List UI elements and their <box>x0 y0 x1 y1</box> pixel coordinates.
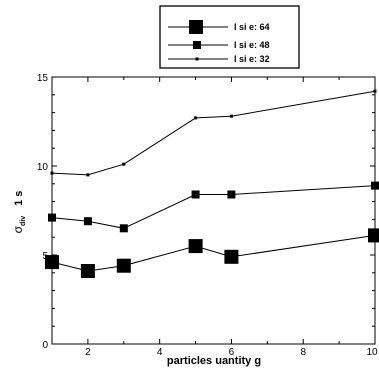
series-1-point-3 <box>191 190 200 199</box>
x-tick-label-1: 4 <box>157 347 163 358</box>
plot-frame <box>51 76 376 345</box>
y-axis-subscript: div <box>20 216 27 226</box>
series-2-point-4 <box>229 114 233 118</box>
legend: l si e: 64 l si e: 48 l si e: 32 <box>159 5 300 69</box>
series-0-point-3 <box>188 239 203 254</box>
legend-entry-2: l si e: 32 <box>168 54 270 64</box>
series-0-point-2 <box>116 258 131 273</box>
y-tick-label-2: 10 <box>37 162 49 173</box>
legend-label-2: l si e: 32 <box>234 54 270 64</box>
series-2-point-5 <box>373 89 377 93</box>
series-1-point-0 <box>48 213 56 222</box>
legend-box <box>159 5 300 69</box>
x-tick-label-3: 8 <box>300 347 306 358</box>
x-tick-label-4: 10 <box>366 347 378 358</box>
series-0-point-4 <box>224 249 239 264</box>
series-1-point-5 <box>371 181 379 190</box>
legend-entry-0: l si e: 64 <box>168 20 270 34</box>
legend-label-1: l si e: 48 <box>234 40 270 50</box>
series-1-point-1 <box>83 217 92 226</box>
y-axis-title: σdiv 1 s <box>11 191 27 234</box>
y-axis-symbol: σ <box>11 225 25 233</box>
legend-label-0: l si e: 64 <box>234 22 270 32</box>
x-tick-label-2: 6 <box>229 347 235 358</box>
legend-marker-0 <box>189 20 203 34</box>
legend-entry-1: l si e: 48 <box>168 40 270 50</box>
y-axis-ticks: 051015 <box>37 73 375 351</box>
y-tick-label-3: 15 <box>37 73 49 84</box>
series-1-point-4 <box>227 190 236 199</box>
series-2-point-2 <box>122 162 126 166</box>
x-tick-label-0: 2 <box>85 347 91 358</box>
series-0-point-0 <box>45 255 59 270</box>
series-0-point-5 <box>368 228 379 243</box>
y-axis-title-text: σdiv 1 s <box>11 191 27 234</box>
y-tick-label-0: 0 <box>42 340 48 351</box>
series-layer <box>45 89 379 278</box>
legend-marker-1 <box>193 41 201 49</box>
y-axis-unit: 1 s <box>13 191 25 206</box>
series-2-point-1 <box>86 173 90 177</box>
series-2-point-3 <box>194 116 198 120</box>
series-line-2 <box>51 90 376 176</box>
x-axis-ticks: 2 4 6 8 10 <box>51 77 378 358</box>
series-2-point-0 <box>50 171 54 175</box>
series-line-0 <box>51 234 376 272</box>
series-line-1 <box>51 185 376 229</box>
legend-marker-2 <box>195 57 199 61</box>
series-1-point-2 <box>119 224 128 233</box>
series-0-point-1 <box>80 264 95 278</box>
x-axis-title: particles uantity g <box>167 355 261 367</box>
